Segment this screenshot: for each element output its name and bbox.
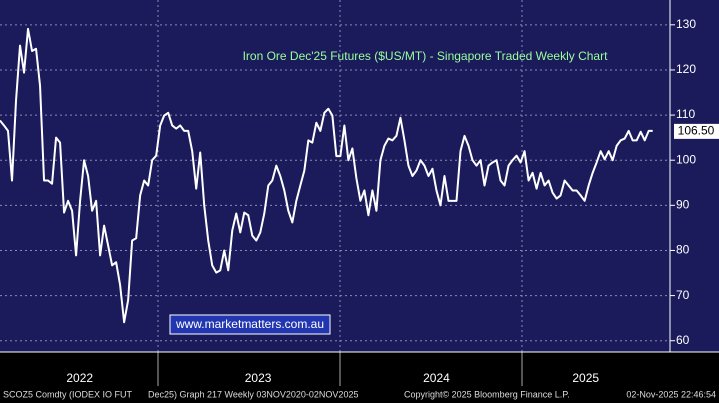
y-tick-label: 90 <box>676 198 690 212</box>
y-tick-label: 120 <box>676 62 696 76</box>
x-tick-label: 2023 <box>245 371 272 385</box>
y-tick-label: 70 <box>676 288 690 302</box>
y-tick-label: 80 <box>676 243 690 257</box>
plot-background <box>0 0 719 352</box>
watermark-box <box>169 314 331 335</box>
y-tick-label: 130 <box>676 17 696 31</box>
y-tick-label: 60 <box>676 333 690 347</box>
footer-text: 02-Nov-2025 22:46:54 <box>626 389 716 399</box>
x-tick-label: 2024 <box>423 371 450 385</box>
watermark: www.marketmatters.com.au <box>175 317 324 331</box>
y-tick-label: 110 <box>676 107 695 121</box>
x-tick-label: 2025 <box>572 371 599 385</box>
footer-text: Dec25) Graph 217 Weekly 03NOV2020-02NOV2… <box>148 389 358 399</box>
x-axis-band <box>0 352 719 386</box>
x-tick-label: 2022 <box>66 371 93 385</box>
y-tick-label: 100 <box>676 152 696 166</box>
footer-text: SCOZ5 Comdty (IODEX IO FUT <box>3 389 133 399</box>
price-line <box>0 27 653 324</box>
chart-title: Iron Ore Dec'25 Futures ($US/MT) - Singa… <box>243 49 609 63</box>
last-price-box <box>674 123 719 139</box>
last-price-label: 106.50 <box>678 124 715 138</box>
footer-text: Copyright© 2025 Bloomberg Finance L.P. <box>404 389 570 399</box>
